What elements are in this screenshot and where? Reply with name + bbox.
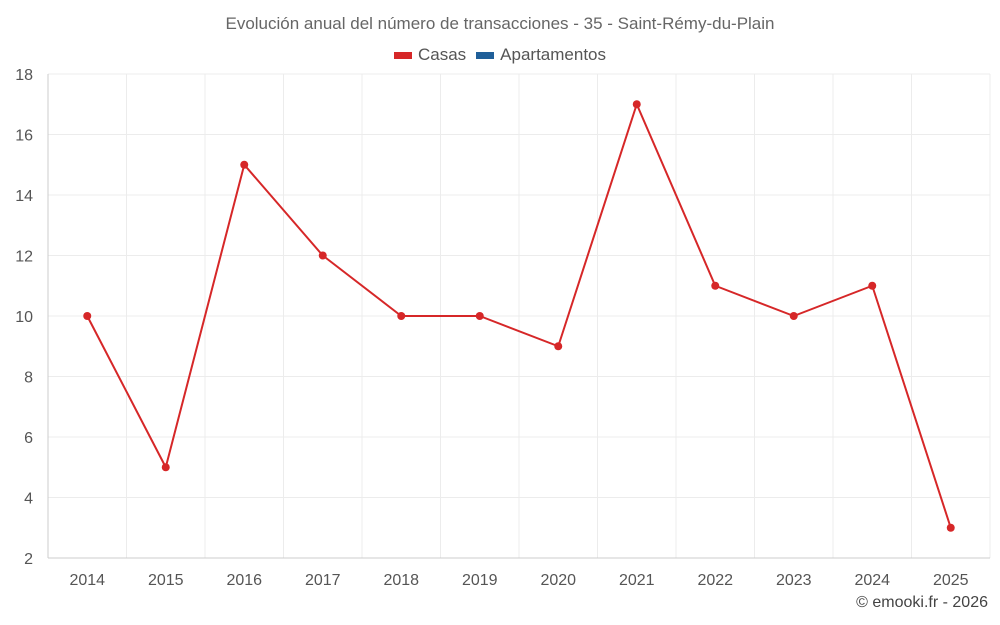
- y-tick-label: 2: [24, 551, 33, 568]
- y-tick-label: 6: [24, 430, 33, 447]
- x-tick-label: 2018: [383, 572, 419, 589]
- x-tick-label: 2025: [933, 572, 969, 589]
- legend-item-apartamentos[interactable]: Apartamentos: [476, 45, 606, 65]
- y-tick-label: 16: [15, 128, 33, 145]
- x-tick-label: 2016: [226, 572, 262, 589]
- legend-label-casas: Casas: [417, 45, 467, 64]
- x-tick-label: 2020: [540, 572, 576, 589]
- data-point: [554, 342, 563, 351]
- x-tick-label: 2015: [148, 572, 184, 589]
- x-tick-label: 2019: [462, 572, 498, 589]
- data-point: [83, 312, 92, 320]
- y-tick-label: 8: [24, 370, 33, 387]
- data-point: [868, 281, 877, 290]
- axes: [47, 74, 990, 559]
- x-tick-label: 2021: [619, 572, 655, 589]
- legend-swatch-apartamentos: [476, 51, 495, 59]
- data-point: [711, 281, 720, 290]
- x-tick-label: 2024: [854, 572, 890, 589]
- data-point: [240, 160, 249, 169]
- credit-text: © emooki.fr - 2026: [856, 594, 988, 611]
- data-point: [789, 312, 798, 320]
- legend-swatch-casas: [393, 51, 412, 59]
- x-tick-labels: 2014 2015 2016 2017 2018 2019 2020 2021 2022 2023…: [69, 572, 968, 589]
- y-tick-label: 10: [15, 309, 33, 326]
- data-point: [946, 523, 955, 532]
- y-tick-label: 12: [15, 249, 33, 266]
- chart-title: Evolución anual del número de transaccio…: [225, 14, 775, 33]
- x-tick-label: 2017: [305, 572, 341, 589]
- x-tick-label: 2014: [69, 572, 105, 589]
- grid: [47, 73, 991, 559]
- data-point: [475, 312, 484, 320]
- legend: Casas Apartamentos: [0, 45, 1000, 65]
- y-tick-label: 14: [15, 188, 33, 205]
- data-point: [632, 100, 641, 109]
- data-point: [161, 463, 170, 472]
- x-tick-label: 2022: [697, 572, 733, 589]
- legend-item-casas[interactable]: Casas: [393, 45, 467, 65]
- data-point: [397, 312, 406, 320]
- series: [83, 100, 955, 532]
- data-point: [318, 251, 327, 260]
- legend-label-apartamentos: Apartamentos: [500, 45, 607, 64]
- y-tick-labels: 2 4 6 8 10 12 14 16 18: [15, 67, 33, 568]
- x-tick-label: 2023: [776, 572, 812, 589]
- y-tick-label: 18: [15, 67, 33, 84]
- y-tick-label: 4: [24, 491, 33, 508]
- series-line-casas: [86, 103, 952, 529]
